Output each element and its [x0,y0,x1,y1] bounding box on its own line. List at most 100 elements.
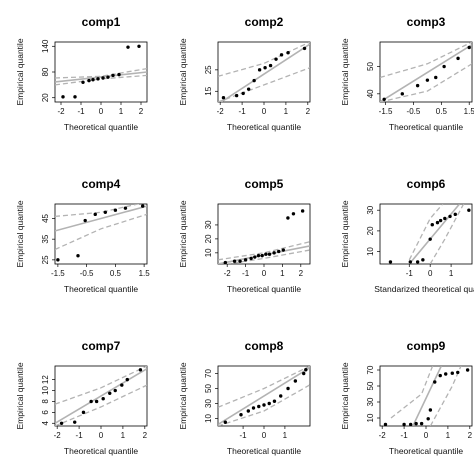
data-point [108,391,112,395]
y-tick-label: 50 [204,384,213,393]
data-point [257,68,262,72]
data-point [467,45,471,50]
y-axis-label: Empirical quantile [340,200,350,267]
data-point [93,212,97,217]
data-point [61,95,65,99]
data-point [263,66,267,70]
data-point [253,255,257,259]
y-tick-label: 35 [41,234,50,243]
data-point [111,73,115,78]
y-tick-label: 8 [41,399,50,404]
x-tick-label: -1 [240,431,248,440]
x-axis-label: Theoretical quantile [227,446,301,456]
y-tick-label: 4 [41,420,50,425]
y-tick-label: 20 [41,93,50,102]
plot-frame [379,41,473,103]
x-tick-label: 2 [306,107,311,116]
panel-title: comp2 [245,15,284,29]
data-point [239,413,243,417]
band-lower-line [429,204,465,264]
plot-frame [54,203,148,265]
y-tick-label: 15 [204,86,213,95]
data-point [268,63,273,68]
x-axis-label: Theoretical quantile [64,446,138,456]
x-tick-label: -1 [242,269,250,278]
x-tick-label: 0 [262,107,267,116]
panel-title: comp6 [407,177,446,191]
y-tick-label: 10 [366,413,375,422]
data-point [453,212,457,217]
y-tick-label: 50 [366,381,375,390]
data-point [443,216,447,221]
data-point [91,78,95,82]
panel-title: comp8 [245,339,284,353]
data-point [450,371,454,375]
panel-comp6: comp6 Standarized theoretical qua Empirica… [340,177,474,294]
x-tick-label: -2 [217,107,225,116]
y-tick-label: 25 [204,65,213,74]
x-tick-label: 1 [119,107,124,116]
data-point [249,256,253,261]
panel-title: comp9 [407,339,446,353]
data-point [83,218,87,223]
x-tick-label: 1.5 [139,269,151,278]
x-tick-label: -1 [401,431,409,440]
panel-title: comp1 [82,15,121,29]
y-tick-label: 30 [366,397,375,406]
y-tick-label: 20 [204,234,213,243]
data-point [383,422,388,426]
data-point [113,388,117,393]
data-point [428,408,433,412]
y-axis-label: Empirical quantile [15,38,25,105]
panel-comp8: comp8 Theoretical quantile Empirical quant… [178,339,311,456]
y-tick-label: 6 [41,410,50,415]
y-tick-label: 80 [41,67,50,76]
reference-line [380,44,472,102]
band-lower-line [222,249,310,264]
data-point [56,258,60,262]
x-tick-label: -1 [77,107,85,116]
data-point [286,386,290,391]
data-point [467,208,471,212]
plot-area [218,366,310,426]
data-point [277,249,281,254]
x-axis-label: Theoretical quantile [227,284,301,294]
data-point [415,260,420,264]
x-axis-label: Theoretical quantile [389,446,463,456]
x-tick-label: 0 [99,431,104,440]
data-point [274,57,278,61]
panel-comp2: comp2 Theoretical quantile Empirical quant… [178,15,311,132]
y-tick-label: 25 [41,255,50,264]
x-tick-label: 0 [262,269,267,278]
x-tick-label: -2 [224,269,232,278]
data-point [438,373,442,378]
y-axis-label: Empirical quantile [178,38,188,105]
panel-comp1: comp1 Theoretical quantile Empirical quant… [15,15,148,132]
x-tick-label: -0.5 [80,269,94,278]
data-point [279,394,283,398]
panel-title: comp5 [245,177,284,191]
data-point [448,214,452,219]
y-tick-label: 10 [204,248,213,257]
x-tick-label: 1 [280,269,285,278]
data-point [456,56,460,61]
data-point [438,218,443,223]
data-point [256,253,261,258]
plot-frame [379,203,473,265]
data-point [106,75,110,79]
data-point [96,77,100,81]
plot-area [380,42,472,102]
data-point [81,80,85,84]
plot-area [383,366,470,426]
y-axis-label: Empirical quantile [340,38,350,105]
data-point [281,248,286,252]
y-tick-label: 20 [366,226,375,235]
data-point [138,368,143,372]
data-point [433,380,437,384]
data-point [304,368,308,372]
x-tick-label: 2 [468,431,473,440]
data-point [241,91,245,96]
data-point [419,421,424,426]
x-tick-label: 1 [283,431,288,440]
